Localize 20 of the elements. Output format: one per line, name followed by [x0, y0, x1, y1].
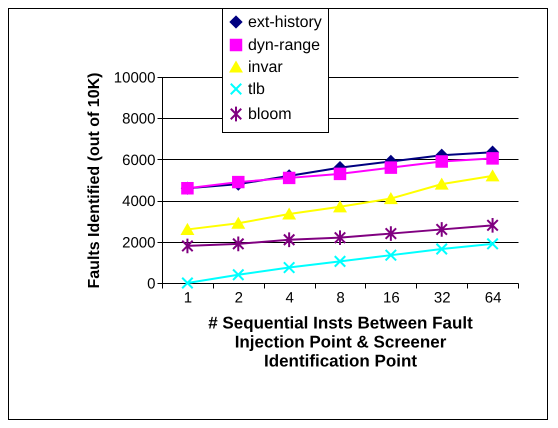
y-axis-title: Faults Identified (out of 10K): [86, 72, 103, 288]
y-tick-label: 0: [147, 276, 156, 292]
y-tick-label: 8000: [122, 110, 156, 128]
y-tick-label: 6000: [122, 152, 156, 169]
x-tick-label: 1: [184, 290, 192, 306]
y-tick-label: 10000: [114, 70, 156, 86]
y-tick-label: 4000: [122, 193, 156, 210]
x-tick-label: 16: [383, 290, 400, 306]
x-tick-label: 64: [484, 290, 502, 306]
x-tick-label: 2: [234, 290, 243, 306]
legend-label: bloom: [248, 106, 292, 123]
legend-label: dyn-range: [248, 37, 320, 54]
y-tick-label: 2000: [122, 234, 156, 252]
legend-label: tlb: [248, 81, 265, 98]
x-tick-label: 8: [336, 290, 345, 306]
legend-label: ext-history: [248, 14, 322, 31]
x-tick-label: 32: [434, 290, 451, 306]
x-axis-title: # Sequential Insts Between Fault Injection Point & Screener Identification Point: [208, 314, 474, 370]
legend-label: invar: [248, 59, 284, 76]
x-tick-label: 4: [285, 290, 294, 306]
